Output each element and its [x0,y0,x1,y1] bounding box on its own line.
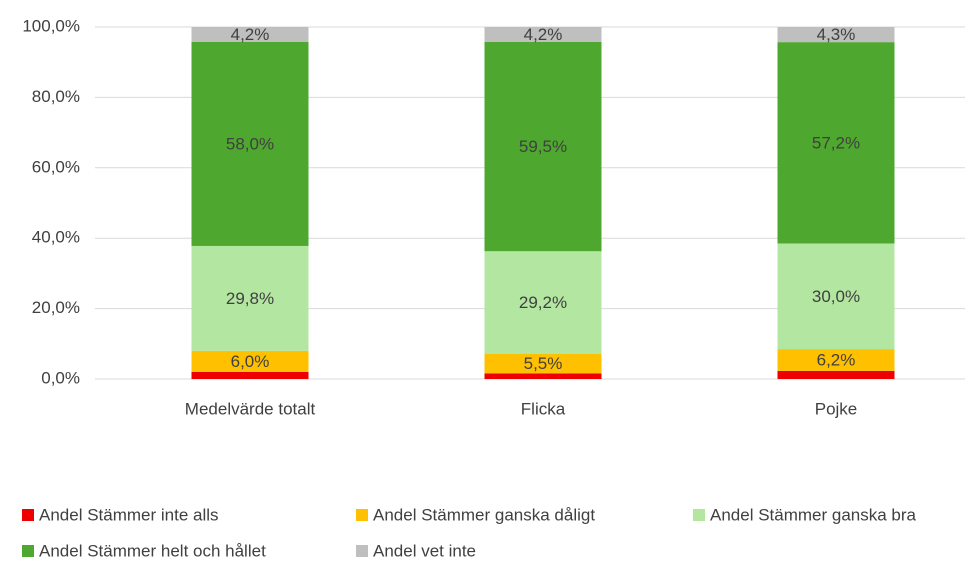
bar-segment [191,350,309,372]
bar-segment [777,370,895,379]
bar-segment [777,243,895,350]
legend-swatch [22,509,34,521]
x-tick-label: Flicka [521,399,566,418]
legend-label: Andel Stämmer helt och hållet [39,541,266,560]
bar-segment [191,27,309,42]
value-label: 29,2% [519,293,567,312]
legend-swatch [356,509,368,521]
value-label: 30,0% [812,287,860,306]
value-label: 4,3% [817,25,856,44]
legend-swatch [22,545,34,557]
bar-segment [777,349,895,371]
bar-segment [484,27,602,42]
bar-segment [484,354,602,374]
value-label: 4,2% [231,25,270,44]
value-label: 6,0% [231,352,270,371]
x-tick-label: Medelvärde totalt [185,399,316,418]
bar-segment [484,41,602,252]
legend-label: Andel Stämmer ganska dåligt [373,505,595,524]
bar-segment [484,373,602,379]
value-label: 59,5% [519,137,567,156]
value-label: 6,2% [817,350,856,369]
y-tick-label: 80,0% [32,87,80,106]
legend-label: Andel Stämmer ganska bra [710,505,917,524]
y-tick-label: 100,0% [22,16,80,35]
bar-segment [191,41,309,246]
value-label: 29,8% [226,289,274,308]
legend-label: Andel Stämmer inte alls [39,505,219,524]
bar-segment [191,371,309,379]
value-label: 5,5% [524,354,563,373]
bar-segment [191,245,309,351]
bar-segment [777,42,895,244]
value-label: 58,0% [226,134,274,153]
bar-segment [777,27,895,43]
value-label: 4,2% [524,25,563,44]
y-tick-label: 20,0% [32,298,80,317]
legend-swatch [693,509,705,521]
value-label: 57,2% [812,133,860,152]
legend-swatch [356,545,368,557]
x-tick-label: Pojke [815,399,858,418]
y-tick-label: 0,0% [41,368,80,387]
bar-segment [484,251,602,355]
y-tick-label: 40,0% [32,228,80,247]
legend-label: Andel vet inte [373,541,476,560]
y-tick-label: 60,0% [32,157,80,176]
